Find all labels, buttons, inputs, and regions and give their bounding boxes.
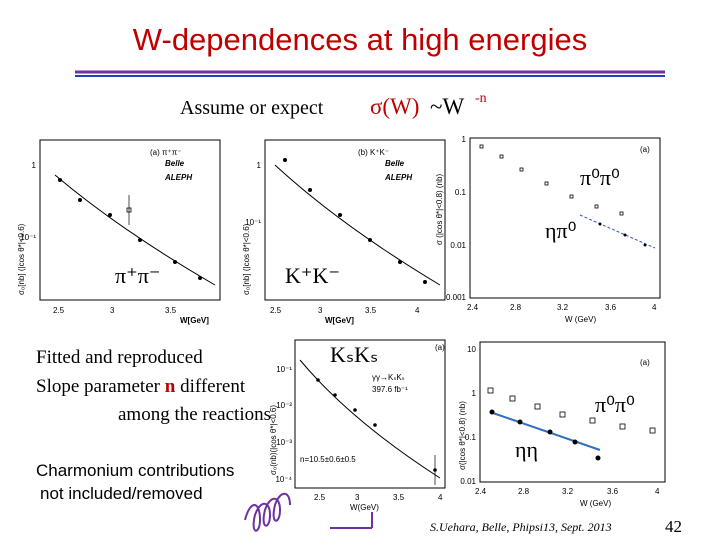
subtitle: Assume or expect	[180, 97, 324, 119]
x-tick-label: 3	[355, 493, 360, 502]
x-tick-label: 3	[110, 306, 115, 315]
note: Fitted and reproduced	[36, 347, 203, 368]
legend: Belle	[385, 159, 405, 168]
y-tick-label: 0.1	[455, 188, 467, 197]
y-tick-label: 0.01	[460, 477, 476, 486]
formula: σ(W)	[370, 94, 419, 119]
x-tick-label: 3.5	[165, 306, 177, 315]
y-tick-label: 1	[32, 161, 37, 170]
x-title: W(GeV)	[350, 503, 379, 512]
plot: (a) π⁺π⁻ Belle ALEPH 2.5 3 3.5 W[GeV] 1 …	[17, 139, 221, 325]
x-tick-label: 4	[655, 487, 660, 496]
note: Charmonium contributions	[36, 461, 234, 480]
x-title: W[GeV]	[180, 316, 209, 325]
note: among the reactions	[118, 404, 271, 425]
reaction-label: ηη	[515, 437, 538, 462]
x-tick-label: 2.4	[475, 487, 487, 496]
y-title: σ₀(nb)(|cos θ*|<0.6)	[269, 405, 278, 475]
page-number: 42	[665, 517, 682, 536]
note-emphasis: n	[165, 376, 176, 397]
plot: (a) γγ→KₛKₛ 397.6 fb⁻¹ n=10.5±0.6±0.5 2.…	[269, 339, 446, 512]
exponent: -n	[475, 91, 487, 106]
plot: (a) 2.4 2.8 3.2 3.6 4 W (GeV) 1 0.1 0.01…	[435, 135, 661, 324]
y-tick-label: 0.01	[450, 241, 466, 250]
reaction-label: π⁺π⁻	[115, 263, 160, 288]
x-tick-label: 4	[438, 493, 443, 502]
y-title: σ₀[nb] (|cos θ*|<0.6)	[242, 223, 251, 295]
plot: (a) 2.4 2.8 3.2 3.6 4 W (GeV) 10 1 0.1 0…	[458, 341, 666, 508]
note: Slope parameter	[36, 376, 165, 397]
x-tick-label: 2.8	[518, 487, 530, 496]
x-title: W (GeV)	[565, 315, 596, 324]
x-tick-label: 3	[318, 306, 323, 315]
y-tick-label: 1	[462, 135, 467, 144]
footer-credit: S.Uehara, Belle, Phipsi13, Sept. 2013	[430, 520, 612, 534]
x-tick-label: 2.8	[510, 303, 522, 312]
note: different	[175, 376, 246, 397]
legend: ALEPH	[164, 173, 192, 182]
y-title: σ (|cos θ*|<0.8) (nb)	[435, 174, 444, 245]
reaction-label: ηπ⁰	[545, 218, 577, 243]
formula: ~W	[430, 94, 464, 119]
y-tick-label: 10⁻²	[276, 401, 292, 410]
y-tick-label: 10⁻³	[276, 438, 292, 447]
y-tick-label: 10⁻¹	[276, 365, 292, 374]
y-tick-label: 0.001	[446, 293, 467, 302]
legend: (a) π⁺π⁻	[150, 148, 181, 157]
x-tick-label: 3.5	[365, 306, 377, 315]
x-tick-label: 2.5	[314, 493, 326, 502]
x-tick-label: 3.6	[605, 303, 617, 312]
legend: Belle	[165, 159, 185, 168]
decoration	[244, 492, 373, 532]
x-title: W[GeV]	[325, 316, 354, 325]
x-tick-label: 2.4	[467, 303, 479, 312]
plot: (b) K⁺K⁻ Belle ALEPH 2.5 3 3.5 4 W[GeV] …	[242, 139, 446, 325]
y-tick-label: 10⁻¹	[20, 233, 36, 242]
x-tick-label: 4	[415, 306, 420, 315]
note: Slope parameter n different	[36, 376, 246, 397]
legend: (a)	[640, 145, 650, 154]
y-tick-label: 10⁻⁴	[275, 475, 292, 484]
x-tick-label: 3.2	[562, 487, 574, 496]
legend: (b) K⁺K⁻	[358, 148, 389, 157]
legend: γγ→KₛKₛ	[372, 373, 405, 382]
y-tick-label: 10⁻¹	[245, 218, 261, 227]
legend: (a)	[435, 343, 445, 352]
legend: (a)	[640, 358, 650, 367]
reaction-label: K⁺K⁻	[285, 263, 340, 288]
legend: ALEPH	[384, 173, 412, 182]
x-tick-label: 3.2	[557, 303, 569, 312]
x-tick-label: 2.5	[53, 306, 65, 315]
x-tick-label: 2.5	[270, 306, 282, 315]
y-title: σ₀[nb] (|cos θ*|<0.6)	[17, 223, 26, 295]
x-title: W (GeV)	[580, 499, 611, 508]
y-tick-label: 0.1	[465, 433, 477, 442]
title: W-dependences at high energies	[133, 22, 587, 57]
reaction-label: π⁰π⁰	[595, 392, 635, 417]
legend: 397.6 fb⁻¹	[372, 385, 408, 394]
y-tick-label: 10	[467, 345, 476, 354]
y-title: σ(|cos θ*|<0.8) (nb)	[458, 401, 467, 470]
x-tick-label: 3.5	[393, 493, 405, 502]
x-tick-label: 4	[652, 303, 657, 312]
y-tick-label: 1	[472, 389, 477, 398]
note: not included/removed	[40, 484, 203, 503]
reaction-label: π⁰π⁰	[580, 165, 620, 190]
y-tick-label: 1	[257, 161, 262, 170]
reaction-label: KₛKₛ	[330, 342, 378, 367]
note: n=10.5±0.6±0.5	[300, 455, 356, 464]
x-tick-label: 3.6	[607, 487, 619, 496]
